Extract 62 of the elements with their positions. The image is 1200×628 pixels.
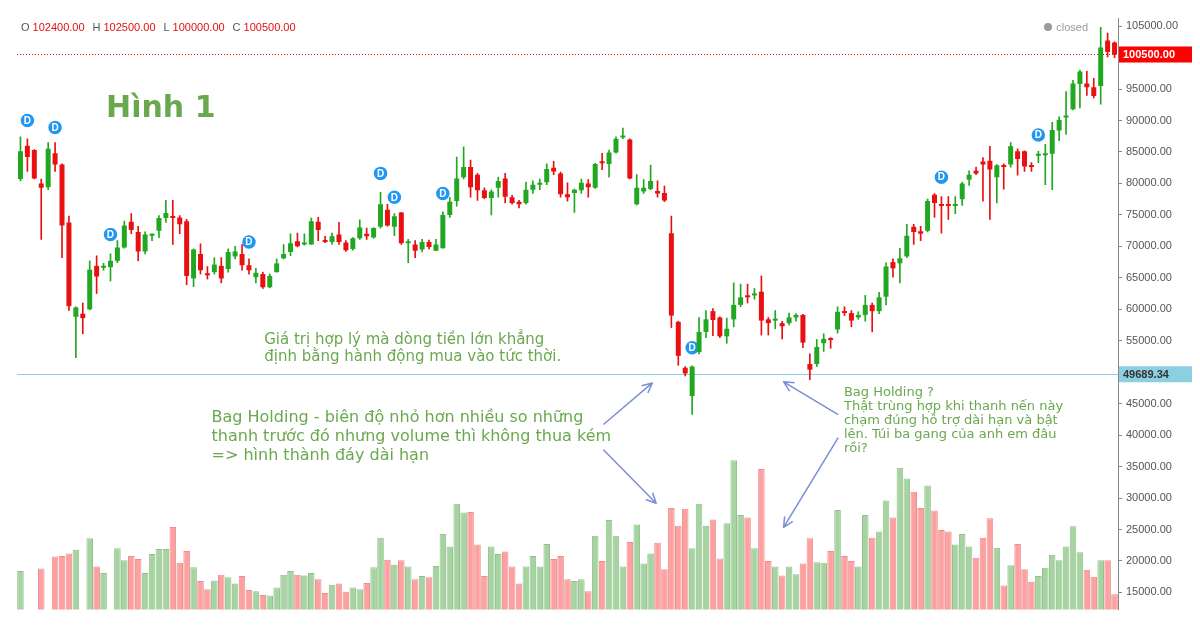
text: D (439, 187, 447, 199)
annotation: Bag Holding ? Thật trùng hợp khi thanh nến này chạm đúng hỗ trợ dài hạn và bật lên. Túi ba gang của anh em đâu rồi? (842, 384, 1064, 456)
candlestick (537, 178, 543, 191)
candlestick (38, 178, 44, 240)
chart-subtitle: O 102400.00 H 102500.00 L 100000.00 C 100500.00 (21, 20, 296, 33)
text: Hình 1 (106, 89, 216, 125)
y-tick-label: 40000.00 (1126, 428, 1172, 441)
ref-line-label: 49689.34 (1123, 367, 1170, 380)
candlestick (73, 306, 79, 359)
y-tick-label: 55000.00 (1126, 333, 1172, 346)
candlestick (807, 353, 813, 381)
y-tick-label: 75000.00 (1126, 207, 1172, 220)
text: D (376, 167, 385, 179)
candlestick (405, 239, 411, 264)
annotation: closed (1056, 20, 1089, 33)
y-tick-label: 90000.00 (1126, 113, 1172, 126)
candlestick (641, 179, 647, 194)
text: D (1034, 129, 1042, 141)
candlestick (1001, 163, 1007, 190)
y-tick-label: 65000.00 (1126, 270, 1172, 283)
ref-line-label: 100500.00 (1123, 47, 1175, 60)
series-label: D (106, 228, 115, 240)
candlestick (585, 179, 591, 198)
candlestick (620, 127, 626, 140)
text: D (245, 236, 253, 248)
text: D (51, 121, 59, 133)
candlestick (1063, 91, 1069, 135)
candlestick (599, 152, 605, 170)
candlestick (772, 310, 778, 330)
candlestick (80, 302, 86, 335)
y-tick-label: 30000.00 (1126, 491, 1172, 504)
candlestick (952, 196, 958, 214)
y-tick-label: 95000.00 (1126, 82, 1172, 95)
candlestick (149, 233, 155, 242)
text: D (390, 191, 398, 203)
y-tick-label: 15000.00 (1126, 585, 1172, 598)
candlestick (1084, 71, 1090, 96)
text: D (937, 171, 946, 183)
y-tick-label: 45000.00 (1126, 396, 1172, 409)
candlestick (765, 317, 771, 336)
y-tick-label: 85000.00 (1126, 145, 1172, 158)
y-tick-label: 20000.00 (1126, 553, 1172, 566)
candlestick (897, 247, 903, 284)
candlestick (170, 200, 176, 245)
candlestick (869, 302, 875, 333)
text: D (688, 341, 696, 353)
y-tick-label: 105000.00 (1126, 19, 1178, 32)
annotation: Giá trị hợp lý mà dòng tiền lớn khẳng định bằng hành động mua vào tức thời. (264, 328, 562, 365)
y-tick-label: 35000.00 (1126, 459, 1172, 472)
y-tick-label: 70000.00 (1126, 239, 1172, 252)
candlestick (821, 333, 827, 352)
candlestick (980, 157, 986, 202)
candlestick (163, 200, 169, 223)
candlestick (911, 224, 917, 245)
text: D (23, 114, 31, 126)
annotation: Bag Holding - biên độ nhỏ hơn nhiều so những thanh trước đó nhưng volume thì không thua kém => hình thành đáy dài hạn (211, 407, 612, 465)
y-tick-label: 60000.00 (1126, 302, 1172, 315)
candlestick (779, 320, 785, 340)
candlestick (1042, 144, 1048, 186)
y-tick-label: 80000.00 (1126, 176, 1172, 189)
candlestick (987, 145, 993, 220)
y-tick-label: 25000.00 (1126, 522, 1172, 535)
